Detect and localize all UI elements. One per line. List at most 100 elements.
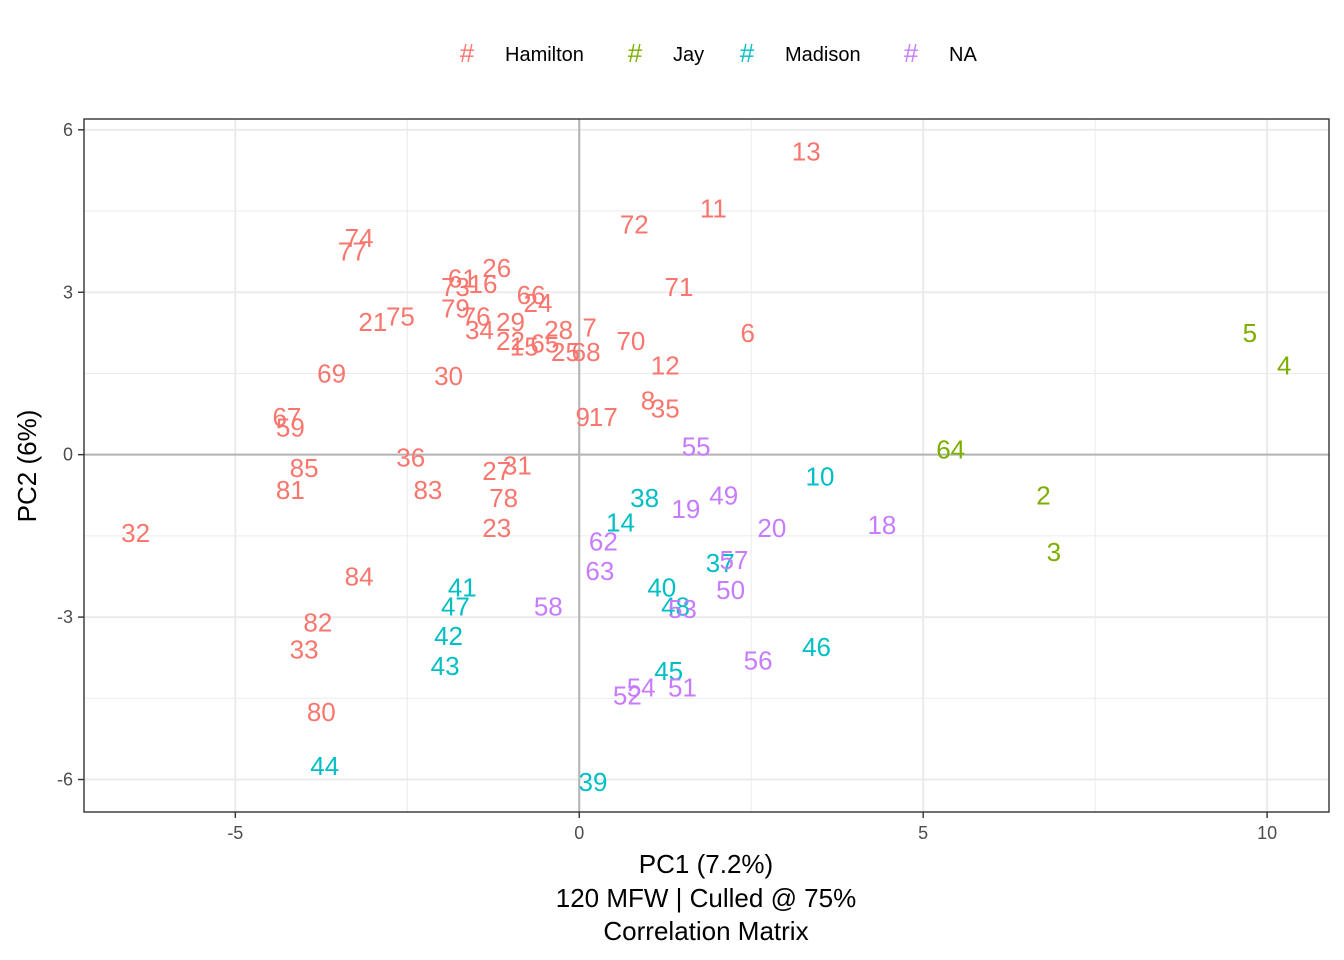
point-label-hamilton-85: 85 — [290, 453, 319, 483]
point-label-madison-47: 47 — [441, 591, 470, 621]
point-label-na-49: 49 — [709, 480, 738, 510]
point-label-madison-45: 45 — [654, 656, 683, 686]
point-label-hamilton-81: 81 — [276, 475, 305, 505]
point-label-na-56: 56 — [744, 645, 773, 675]
point-label-hamilton-27: 27 — [482, 456, 511, 486]
point-label-jay-64: 64 — [936, 434, 965, 464]
zero-lines — [84, 119, 1329, 812]
point-label-madison-39: 39 — [579, 767, 608, 797]
point-label-hamilton-79: 79 — [441, 293, 470, 323]
point-label-hamilton-35: 35 — [651, 394, 680, 424]
x-tick-label: 5 — [918, 823, 928, 843]
legend-key-na: # — [904, 38, 919, 68]
point-label-hamilton-68: 68 — [572, 337, 601, 367]
point-label-hamilton-75: 75 — [386, 302, 415, 332]
point-label-hamilton-11: 11 — [700, 193, 727, 223]
point-label-hamilton-25: 25 — [551, 337, 580, 367]
point-label-hamilton-61: 61 — [448, 264, 477, 294]
point-label-madison-40: 40 — [647, 572, 676, 602]
point-label-hamilton-76: 76 — [462, 302, 491, 332]
plot-panel — [84, 119, 1329, 812]
point-label-hamilton-83: 83 — [413, 475, 442, 505]
minor-gridlines — [84, 119, 1329, 812]
point-label-madison-10: 10 — [806, 461, 835, 491]
legend-key-jay: # — [628, 38, 643, 68]
point-label-hamilton-72: 72 — [620, 210, 649, 240]
point-label-madison-44: 44 — [310, 751, 339, 781]
y-tick-label: 3 — [63, 282, 73, 302]
y-tick-label: 0 — [63, 445, 73, 465]
point-label-madison-41: 41 — [448, 572, 477, 602]
point-label-hamilton-71: 71 — [665, 272, 694, 302]
x-axis-subtitle-line-2: Correlation Matrix — [603, 916, 808, 946]
major-gridlines — [84, 119, 1329, 812]
point-label-na-51: 51 — [668, 672, 697, 702]
point-label-hamilton-69: 69 — [317, 358, 346, 388]
point-label-hamilton-59: 59 — [276, 413, 305, 443]
point-label-na-63: 63 — [585, 556, 614, 586]
legend-label-jay: Jay — [673, 44, 704, 66]
x-axis-subtitle-line-1: 120 MFW | Culled @ 75% — [556, 883, 856, 913]
point-label-hamilton-36: 36 — [396, 442, 425, 472]
point-label-madison-43: 43 — [431, 651, 460, 681]
point-label-madison-37: 37 — [706, 548, 735, 578]
x-tick-label: 10 — [1257, 823, 1277, 843]
point-label-hamilton-9: 9 — [575, 402, 589, 432]
y-tick-label: -6 — [57, 770, 73, 790]
point-label-hamilton-28: 28 — [544, 315, 573, 345]
point-label-madison-38: 38 — [630, 483, 659, 513]
point-label-madison-48: 48 — [661, 591, 690, 621]
point-label-hamilton-24: 24 — [524, 288, 553, 318]
x-axis-title: PC1 (7.2%) — [639, 849, 773, 879]
point-label-hamilton-67: 67 — [272, 402, 301, 432]
point-label-hamilton-31: 31 — [503, 451, 532, 481]
plot-border — [83, 118, 1330, 813]
x-tick-label: 0 — [574, 823, 584, 843]
point-label-na-20: 20 — [757, 513, 786, 543]
legend-key-hamilton: # — [460, 38, 475, 68]
legend-key-madison: # — [740, 38, 755, 68]
point-label-hamilton-6: 6 — [741, 318, 755, 348]
point-label-hamilton-73: 73 — [441, 272, 470, 302]
point-label-hamilton-65: 65 — [530, 329, 559, 359]
legend-label-hamilton: Hamilton — [505, 44, 584, 66]
point-label-hamilton-30: 30 — [434, 361, 463, 391]
point-label-madison-42: 42 — [434, 621, 463, 651]
y-tick-label: -3 — [57, 607, 73, 627]
point-label-na-55: 55 — [682, 432, 711, 462]
point-label-hamilton-32: 32 — [121, 518, 150, 548]
point-label-hamilton-22: 22 — [496, 326, 525, 356]
point-label-hamilton-23: 23 — [482, 513, 511, 543]
point-label-hamilton-74: 74 — [345, 223, 374, 253]
point-label-hamilton-34: 34 — [465, 315, 494, 345]
point-label-na-54: 54 — [627, 672, 656, 702]
point-label-jay-2: 2 — [1036, 480, 1050, 510]
point-label-hamilton-77: 77 — [338, 237, 367, 267]
point-label-hamilton-66: 66 — [517, 280, 546, 310]
x-axis-ticks: -5 0 5 10 — [227, 812, 1277, 843]
point-label-na-57: 57 — [720, 545, 749, 575]
point-label-jay-3: 3 — [1047, 537, 1061, 567]
point-label-hamilton-15: 15 — [510, 331, 539, 361]
point-label-hamilton-26: 26 — [482, 253, 511, 283]
point-label-na-50: 50 — [716, 575, 745, 605]
point-label-hamilton-16: 16 — [468, 269, 497, 299]
point-label-hamilton-8: 8 — [641, 386, 655, 416]
point-label-jay-4: 4 — [1277, 350, 1291, 380]
point-label-hamilton-13: 13 — [792, 136, 821, 166]
x-tick-label: -5 — [227, 823, 243, 843]
point-label-hamilton-82: 82 — [303, 608, 332, 638]
point-label-hamilton-29: 29 — [496, 307, 525, 337]
legend: # Hamilton # Jay # Madison # NA — [460, 38, 978, 68]
legend-label-na: NA — [949, 44, 977, 66]
point-label-hamilton-17: 17 — [589, 402, 618, 432]
point-label-hamilton-33: 33 — [290, 635, 319, 665]
point-label-na-62: 62 — [589, 526, 618, 556]
y-axis-title: PC2 (6%) — [12, 410, 42, 523]
point-label-madison-14: 14 — [606, 507, 635, 537]
point-label-madison-46: 46 — [802, 632, 831, 662]
point-label-hamilton-84: 84 — [345, 561, 374, 591]
point-label-hamilton-70: 70 — [616, 326, 645, 356]
